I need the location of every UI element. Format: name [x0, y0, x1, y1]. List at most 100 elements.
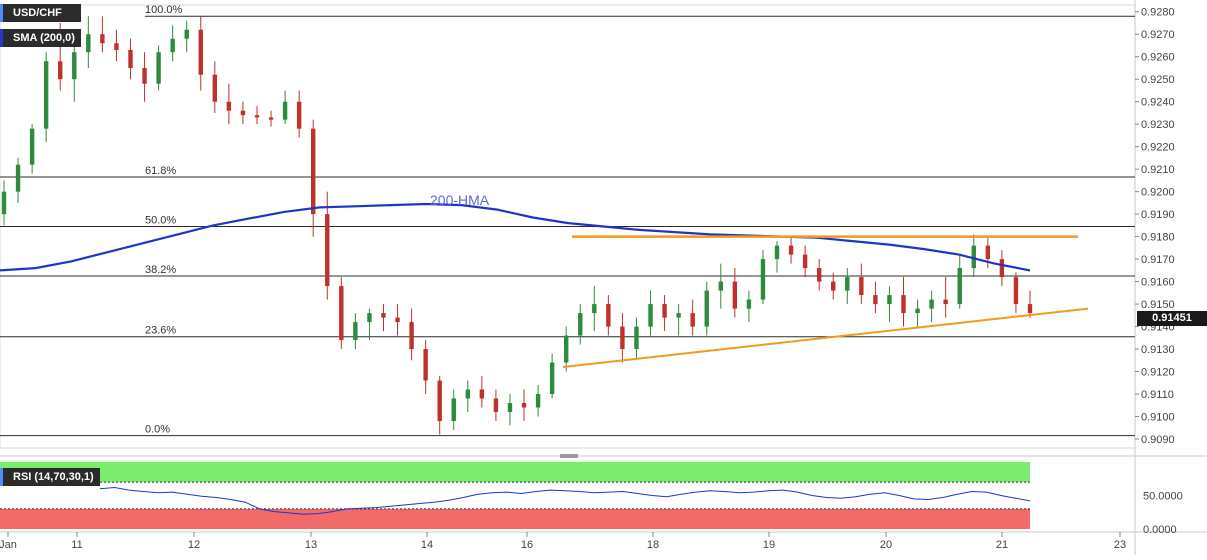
candle-body: [142, 67, 147, 84]
hma-200-label: 200-HMA: [430, 192, 490, 208]
candle-body: [760, 259, 766, 300]
candle-body: [395, 317, 400, 323]
y-tick-label: 0.9170: [1141, 254, 1175, 266]
candle-body: [578, 313, 583, 336]
y-tick-label: 0.9280: [1141, 7, 1175, 19]
candle-body: [859, 277, 864, 296]
candle-body: [634, 326, 639, 350]
candle-body: [563, 335, 569, 363]
candle-body: [929, 299, 934, 309]
pane-resize-handle: [560, 454, 578, 458]
candle-body: [788, 245, 794, 255]
y-tick-label: 0.9220: [1141, 142, 1175, 154]
candle-body: [620, 326, 625, 350]
candle-body: [212, 74, 218, 102]
candle-body: [43, 61, 49, 129]
candle-body: [606, 304, 611, 327]
candle-body: [535, 394, 541, 408]
y-tick-label: 0.9130: [1141, 344, 1175, 356]
candle-body: [114, 43, 119, 50]
x-tick-label: 21: [996, 539, 1008, 551]
fib-label: 0.0%: [145, 424, 170, 436]
candle-body: [353, 322, 358, 341]
candle-body: [507, 403, 513, 413]
x-tick-label: 16: [521, 539, 533, 551]
candle-body: [254, 115, 260, 118]
candle-body: [915, 308, 920, 314]
candle-body: [170, 38, 175, 53]
candle-body: [296, 101, 302, 129]
candle-body: [957, 268, 962, 305]
y-tick-label: 0.9190: [1141, 209, 1175, 221]
candle-body: [423, 349, 428, 381]
candle-body: [339, 286, 344, 341]
rsi-overbought-zone: [0, 462, 1030, 483]
candle-body: [465, 389, 471, 399]
support-trendline: [562, 307, 1089, 369]
y-tick-label: 0.9210: [1141, 164, 1175, 176]
fib-label: 61.8%: [145, 165, 176, 177]
candle-body: [128, 49, 133, 68]
candle-body: [367, 313, 372, 323]
y-tick-label: 0.9090: [1141, 434, 1175, 446]
rsi-label[interactable]: RSI (14,70,30,1): [0, 468, 100, 486]
candle-body: [718, 281, 723, 291]
symbol-label[interactable]: USD/CHF: [0, 4, 81, 22]
candle-body: [451, 398, 456, 422]
x-tick-label: 18: [647, 539, 659, 551]
candle-body: [676, 313, 681, 318]
candle-body: [943, 299, 948, 305]
candle-body: [985, 245, 991, 260]
candle-body: [268, 117, 274, 120]
candle-body: [282, 101, 288, 120]
x-tick-label: 12: [188, 539, 200, 551]
candle-body: [999, 259, 1005, 278]
candle-body: [311, 128, 316, 215]
candle-body: [887, 295, 892, 305]
x-tick-label: 11: [71, 539, 82, 551]
rsi-oversold-zone: [0, 508, 1030, 529]
candle-body: [325, 214, 330, 287]
y-tick-label: 0.9110: [1141, 389, 1174, 401]
y-tick-label: 0.9230: [1141, 119, 1175, 131]
candle-body: [437, 380, 442, 422]
candle-body: [29, 128, 35, 165]
candle-body: [704, 290, 709, 327]
hma-200-line: [0, 202, 1031, 272]
y-tick-label: 0.9250: [1141, 74, 1175, 86]
x-tick-label: 14: [421, 539, 433, 551]
candle-body: [873, 295, 878, 305]
candle-body: [100, 34, 105, 44]
candle-body: [732, 281, 738, 309]
y-tick-label: 0.9270: [1141, 29, 1175, 41]
candle-body: [746, 299, 752, 309]
sma-label[interactable]: SMA (200,0): [0, 29, 81, 47]
legend: USD/CHF SMA (200,0): [0, 4, 81, 54]
fib-label: 50.0%: [145, 215, 176, 227]
candle-body: [226, 101, 232, 111]
candle-body: [58, 61, 63, 80]
fib-label: 100.0%: [145, 4, 183, 16]
x-tick-label: 19: [763, 539, 775, 551]
candle-body: [479, 389, 485, 399]
y-tick-label: 0.9100: [1141, 412, 1175, 424]
candle-body: [549, 362, 555, 395]
rsi-tick-label: 0.0000: [1143, 524, 1177, 536]
fib-label: 38.2%: [145, 264, 176, 276]
candle-body: [198, 29, 203, 75]
candle-body: [86, 34, 91, 53]
y-tick-label: 0.9160: [1141, 277, 1175, 289]
candle-body: [648, 304, 653, 327]
candle-body: [1, 191, 7, 215]
x-tick-label: 23: [1114, 539, 1126, 551]
candle-body: [592, 304, 597, 314]
candle-body: [831, 281, 836, 291]
candle-body: [774, 245, 780, 260]
candle-body: [690, 313, 695, 327]
candle-body: [381, 313, 386, 318]
current-price-badge: 0.91451: [1137, 311, 1207, 326]
y-tick-label: 0.9260: [1141, 52, 1175, 64]
candle-body: [493, 398, 499, 413]
